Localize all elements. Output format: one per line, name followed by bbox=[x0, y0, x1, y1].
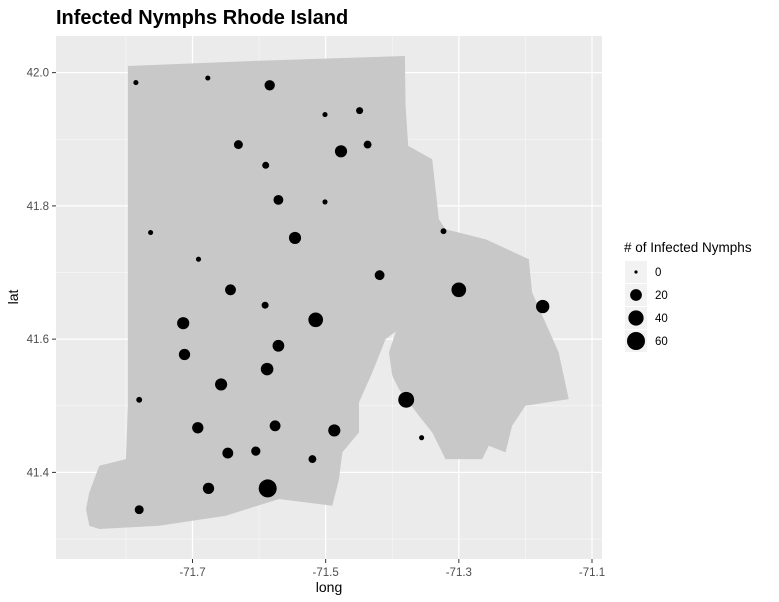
legend-entries: 0 20 40 60 bbox=[625, 261, 668, 352]
x-axis-title: long bbox=[316, 579, 342, 595]
legend-label: 40 bbox=[655, 313, 668, 325]
data-point bbox=[136, 396, 143, 403]
points-layer bbox=[133, 75, 550, 515]
state-layer bbox=[86, 56, 569, 529]
data-point bbox=[398, 391, 415, 408]
data-point bbox=[272, 339, 285, 352]
x-axis-ticks: -71.7 -71.5 -71.3 -71.1 bbox=[179, 559, 605, 579]
data-point bbox=[356, 107, 364, 115]
x-tick-label: -71.7 bbox=[179, 567, 205, 579]
data-point bbox=[262, 161, 270, 169]
data-point bbox=[195, 256, 202, 262]
data-point bbox=[308, 455, 317, 464]
y-tick-label: 42.0 bbox=[27, 68, 49, 80]
data-point bbox=[273, 194, 284, 205]
x-tick-label: -71.5 bbox=[313, 567, 339, 579]
y-tick-label: 41.4 bbox=[27, 467, 50, 479]
data-point bbox=[177, 317, 190, 330]
data-point bbox=[419, 435, 425, 441]
legend-label: 20 bbox=[655, 290, 668, 302]
legend-key-point bbox=[628, 310, 644, 326]
data-point bbox=[269, 420, 281, 432]
data-point bbox=[288, 231, 302, 244]
data-point bbox=[134, 505, 144, 515]
data-point bbox=[202, 482, 215, 495]
data-point bbox=[178, 348, 191, 361]
data-point bbox=[233, 140, 243, 150]
legend-title: # of Infected Nymphs bbox=[624, 240, 752, 255]
data-point bbox=[261, 301, 269, 309]
data-point bbox=[215, 378, 228, 391]
data-point bbox=[308, 312, 324, 328]
data-point bbox=[258, 479, 277, 498]
legend-key-point bbox=[630, 289, 642, 301]
data-point bbox=[374, 270, 385, 281]
x-tick-label: -71.1 bbox=[579, 567, 605, 579]
data-point bbox=[222, 447, 234, 459]
data-point bbox=[148, 229, 154, 236]
legend-label: 60 bbox=[655, 336, 668, 348]
y-axis-title: lat bbox=[5, 290, 21, 305]
y-tick-label: 41.8 bbox=[27, 201, 49, 213]
data-point bbox=[322, 199, 328, 205]
data-point bbox=[225, 284, 236, 296]
data-point bbox=[205, 75, 211, 81]
data-point bbox=[251, 446, 261, 456]
y-tick-label: 41.6 bbox=[27, 334, 49, 346]
legend-label: 0 bbox=[655, 267, 661, 279]
chart-title: Infected Nymphs Rhode Island bbox=[56, 7, 348, 29]
data-point bbox=[328, 424, 341, 437]
legend: # of Infected Nymphs 0 20 40 60 bbox=[624, 240, 752, 352]
data-point bbox=[133, 80, 139, 86]
data-point bbox=[536, 299, 550, 314]
legend-key-point bbox=[634, 270, 638, 274]
y-axis-ticks: 41.4 41.6 41.8 42.0 bbox=[27, 68, 56, 479]
data-point bbox=[260, 362, 274, 376]
state-polygon bbox=[86, 56, 569, 529]
data-point bbox=[363, 140, 372, 149]
legend-key-point bbox=[627, 332, 645, 350]
data-point bbox=[334, 145, 348, 158]
data-point bbox=[451, 282, 467, 298]
data-point bbox=[264, 80, 275, 91]
data-point bbox=[440, 228, 447, 235]
data-point bbox=[322, 112, 328, 118]
x-tick-label: -71.3 bbox=[446, 567, 472, 579]
data-point bbox=[192, 422, 204, 434]
